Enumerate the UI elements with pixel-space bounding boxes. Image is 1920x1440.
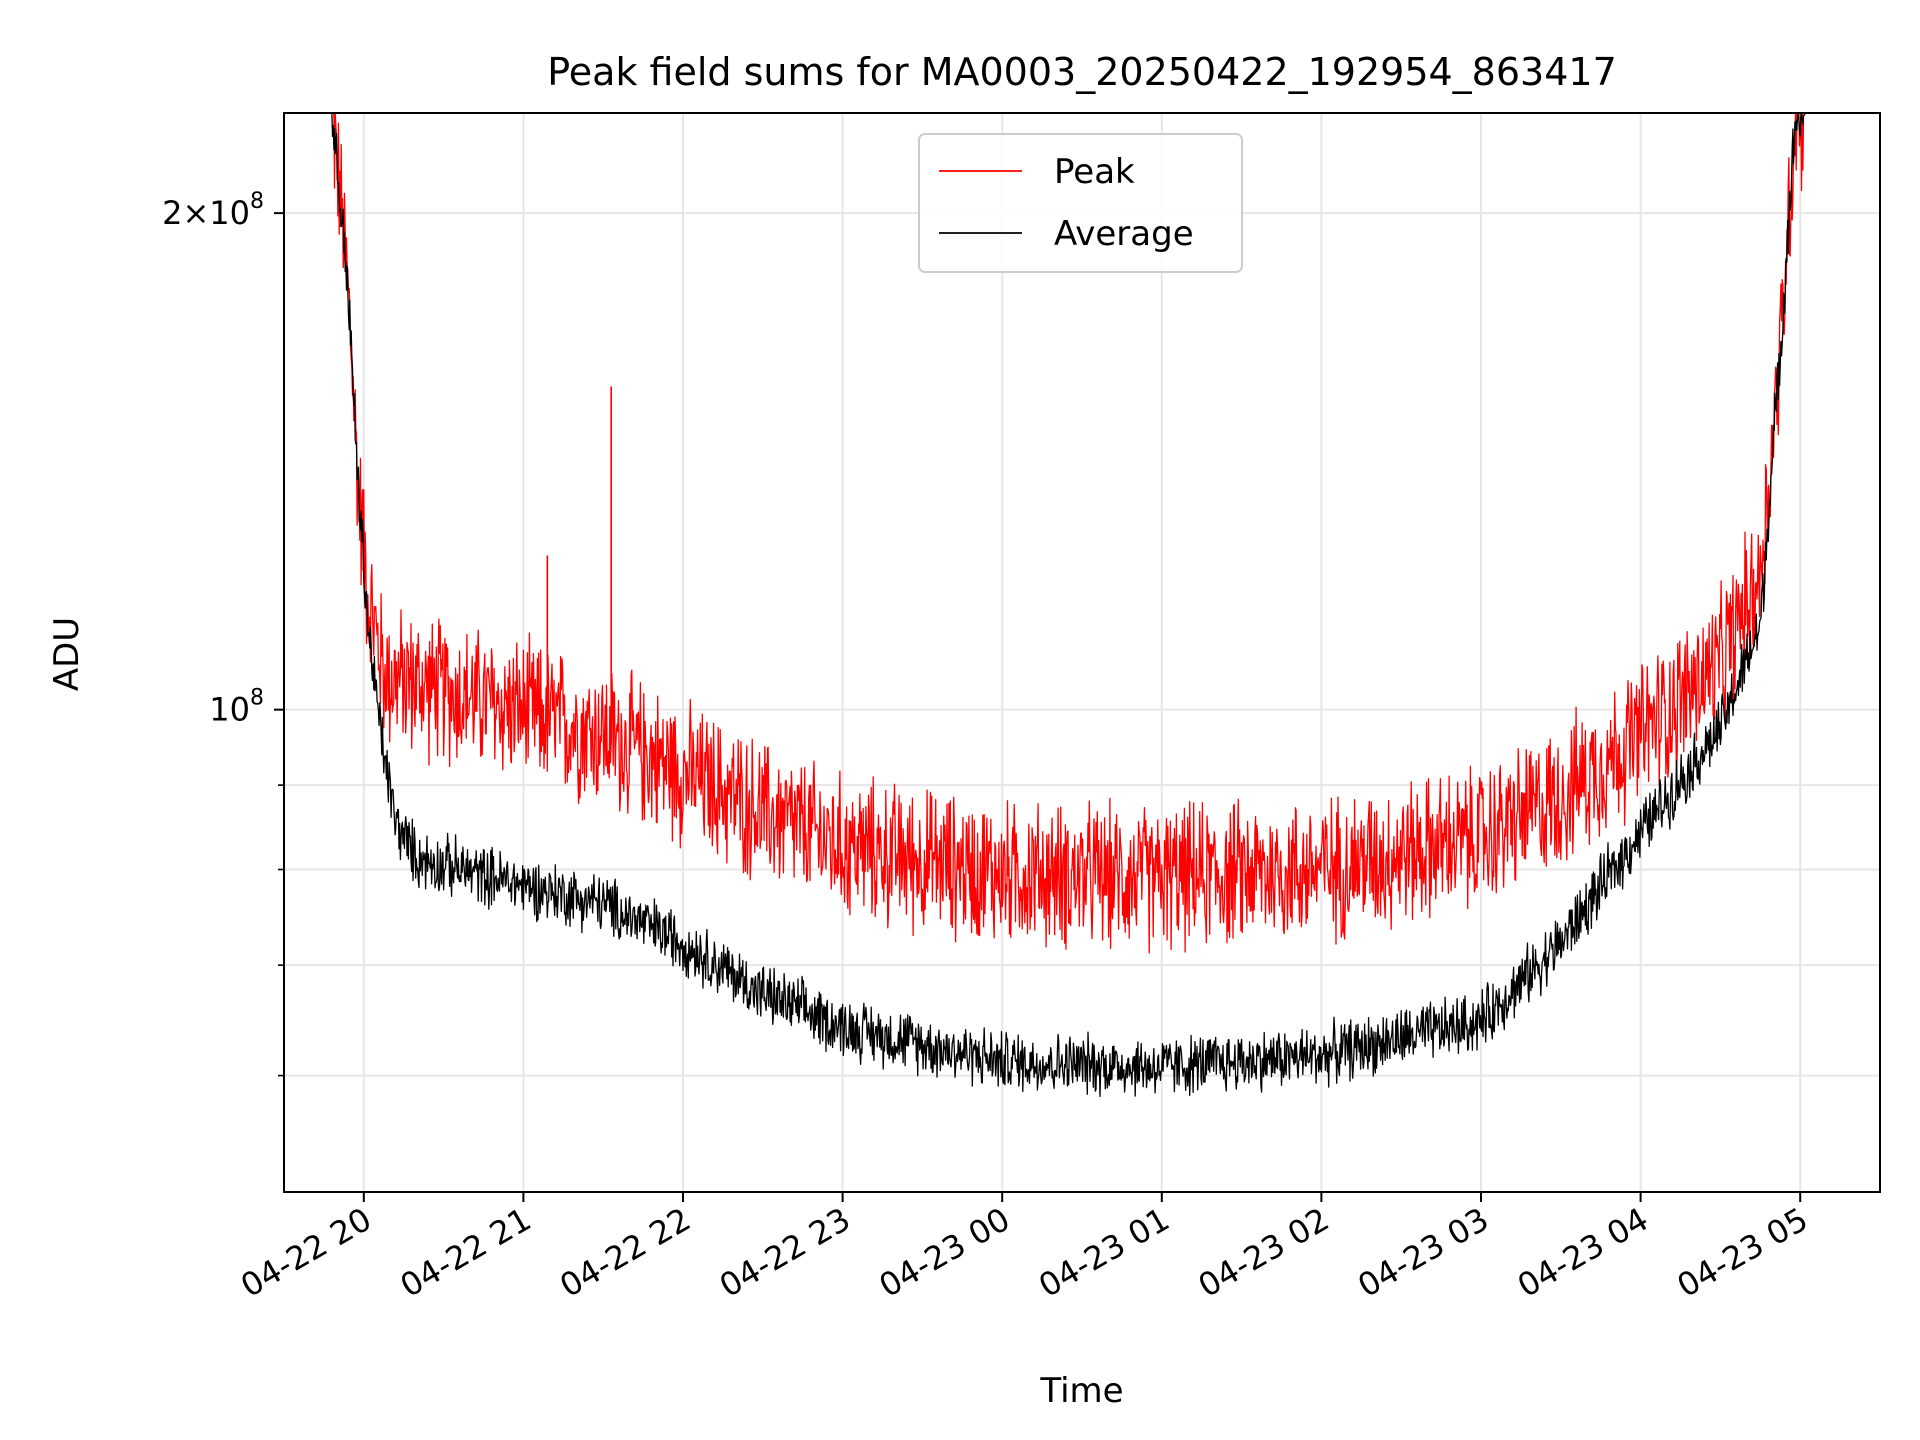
plot-frame [283, 112, 1881, 1193]
chart-title: Peak field sums for MA0003_20250422_1929… [547, 50, 1617, 94]
y-tick-coef: 2 [162, 194, 182, 232]
y-tick-label: 108 [209, 686, 264, 729]
y-axis-label: ADU [47, 617, 87, 691]
series-line-peak [284, 112, 1880, 954]
legend-peak-label: Peak [1054, 152, 1135, 192]
y-tick-times: × [182, 194, 209, 232]
series-line-average [284, 112, 1880, 1098]
y-tick-exponent: 8 [250, 189, 264, 214]
legend: Peak Average [918, 133, 1243, 273]
x-axis-label: Time [1039, 1371, 1123, 1411]
series-layer [284, 112, 1880, 1098]
y-tick-base: 10 [209, 691, 250, 729]
y-tick-base: 10 [209, 194, 250, 232]
legend-average-label: Average [1054, 214, 1194, 254]
legend-box [918, 133, 1243, 273]
y-tick-exponent: 8 [250, 686, 264, 711]
y-tick-label: 2×108 [162, 189, 264, 232]
